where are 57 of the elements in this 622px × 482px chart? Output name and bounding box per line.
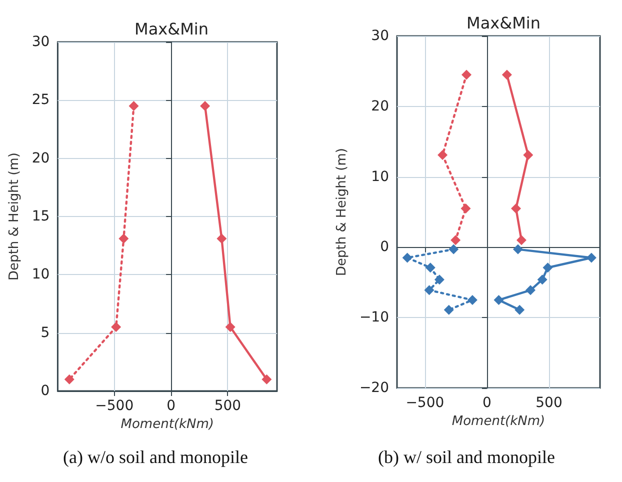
point	[502, 70, 512, 80]
y-tick-label: 20	[32, 150, 50, 166]
point	[586, 252, 596, 263]
point	[118, 234, 129, 244]
x-axis-title: Moment(kNm)	[452, 414, 546, 429]
y-tick-label: 10	[371, 168, 389, 185]
point	[216, 234, 227, 244]
point	[461, 70, 472, 80]
x-axis-title: Moment(kNm)	[120, 416, 214, 432]
y-tick-label: 20	[371, 98, 389, 114]
point	[111, 322, 122, 332]
chart-title: Max&Min	[466, 14, 540, 32]
y-tick-label: 0	[40, 383, 50, 399]
point	[460, 203, 471, 214]
point	[438, 150, 448, 160]
point	[448, 244, 459, 254]
x-tick-label: −500	[406, 395, 444, 411]
point	[510, 203, 521, 214]
point	[514, 304, 525, 315]
point	[225, 322, 236, 332]
x-tick-label: 500	[536, 395, 562, 411]
point	[537, 274, 548, 285]
point	[402, 252, 412, 263]
text: (b) w/ soil and monopile	[378, 447, 555, 467]
point	[526, 285, 536, 296]
point	[523, 150, 534, 160]
y-tick-label: 30	[371, 28, 389, 44]
y-tick-label: −20	[359, 380, 389, 396]
point	[450, 235, 461, 246]
text: (a) w/o soil and monopile	[63, 447, 248, 467]
point	[200, 100, 210, 111]
x-tick-label: 0	[482, 395, 492, 411]
y-axis-title: Depth & Height (m)	[7, 152, 22, 280]
point	[64, 374, 74, 384]
point	[262, 374, 272, 384]
point	[467, 295, 478, 305]
point	[128, 100, 139, 111]
point	[512, 244, 523, 254]
point	[516, 235, 526, 246]
point	[424, 285, 434, 296]
y-tick-label: 5	[40, 324, 50, 341]
point	[444, 304, 454, 315]
y-tick-label: 30	[32, 34, 50, 50]
y-tick-label: 10	[32, 266, 50, 283]
chart-title: Max&Min	[134, 20, 208, 38]
point	[542, 262, 553, 273]
y-tick-label: 15	[32, 208, 50, 224]
point	[425, 262, 436, 273]
x-tick-label: 0	[166, 398, 176, 414]
y-tick-label: 25	[32, 92, 50, 108]
y-tick-label: 0	[380, 239, 389, 256]
y-axis-title: Depth & Height (m)	[334, 148, 350, 276]
y-tick-label: −10	[359, 310, 389, 326]
point	[434, 274, 444, 285]
x-tick-label: 500	[214, 398, 242, 414]
x-tick-label: −500	[95, 398, 134, 414]
point	[494, 295, 504, 305]
